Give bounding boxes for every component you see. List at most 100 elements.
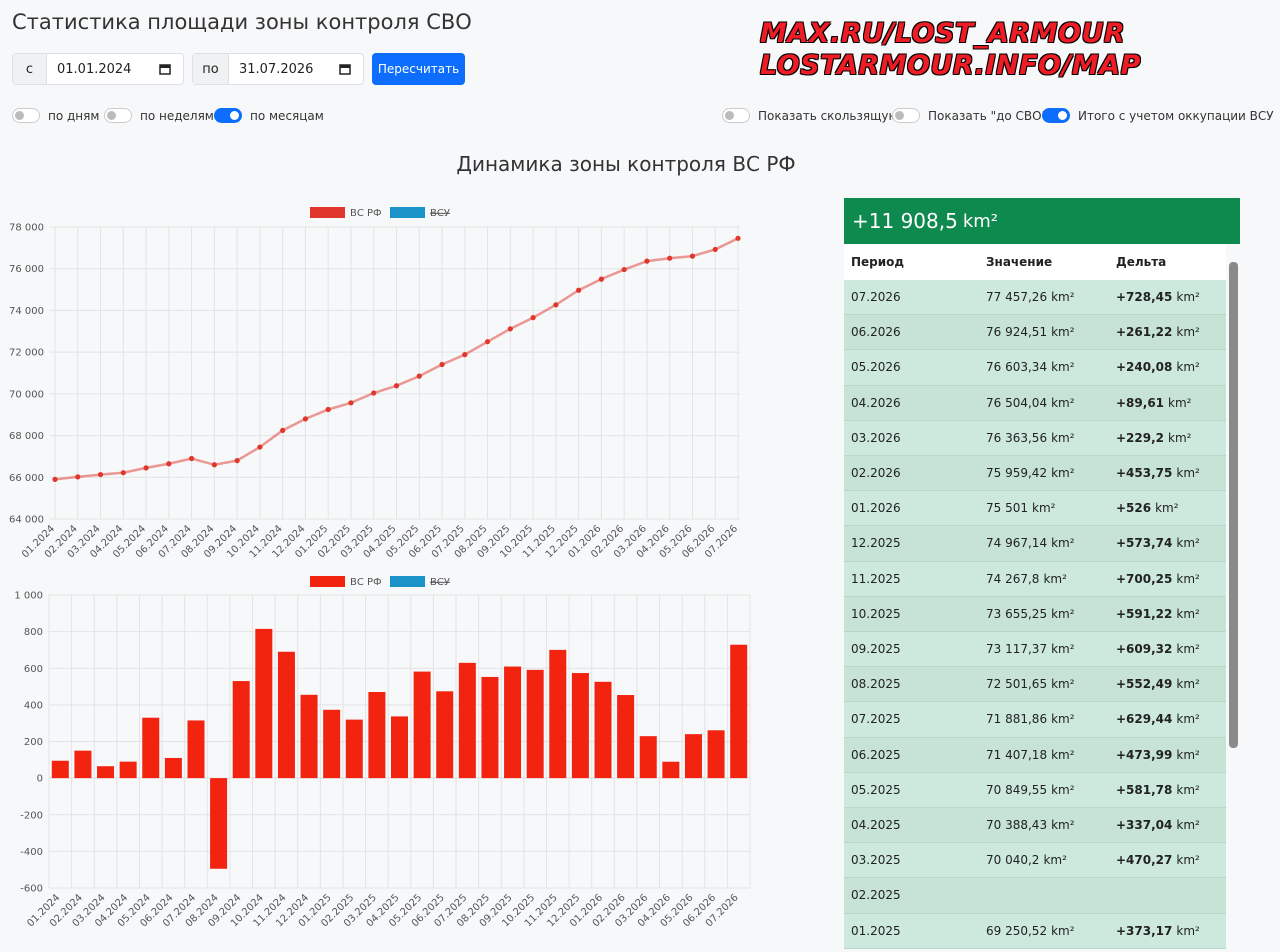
table-cell: 75 501 km²: [986, 491, 1055, 525]
unit: km²: [1176, 325, 1200, 340]
bar: [74, 750, 92, 779]
period: 10.2025: [851, 606, 901, 621]
unit: km²: [1051, 923, 1075, 938]
toggle[interactable]: по неделям: [104, 108, 214, 123]
point: [553, 302, 559, 308]
table-row: 04.2025 70 388,43 km² +337,04 km²: [844, 808, 1226, 844]
unit: km²: [1176, 747, 1200, 762]
point: [166, 461, 172, 467]
table-cell: +728,45 km²: [1116, 280, 1200, 314]
bar: [391, 716, 408, 779]
bar: [164, 757, 182, 779]
unit: km²: [1051, 606, 1075, 621]
bar: [571, 673, 589, 779]
y-tick-label: -400: [20, 847, 43, 858]
y-tick-label: 200: [24, 737, 43, 748]
point: [393, 383, 400, 389]
date-to[interactable]: по 31.07.2026: [192, 53, 364, 85]
delta: +373,17: [1116, 923, 1173, 938]
bar: [142, 717, 160, 779]
period: 11.2025: [851, 571, 901, 586]
bar: [662, 761, 680, 779]
delta: +240,08: [1116, 360, 1173, 375]
toggle-label: Показать "до СВО": [928, 108, 1048, 123]
table-cell: +473,99 km²: [1116, 738, 1200, 772]
table-cell: +609,32 km²: [1116, 632, 1200, 666]
table-row: 08.2025 72 501,65 km² +552,49 km²: [844, 667, 1226, 703]
table-cell: 08.2025: [851, 667, 901, 701]
bar: [368, 692, 386, 779]
recalc-button[interactable]: Пересчитать: [372, 53, 465, 85]
y-tick-label: 1 000: [14, 591, 43, 602]
y-tick-label: 800: [24, 627, 43, 638]
bar: [707, 730, 725, 779]
y-tick-label: 400: [24, 700, 43, 711]
point: [52, 476, 58, 482]
bar: [504, 666, 522, 779]
value: 76 924,51: [986, 325, 1048, 340]
date-from[interactable]: с 01.01.2024: [12, 53, 184, 85]
y-tick-label: 66 000: [9, 473, 44, 484]
point: [371, 390, 377, 396]
point: [143, 465, 149, 471]
table-row: 11.2025 74 267,8 km² +700,25 km²: [844, 561, 1226, 597]
delta: +609,32: [1116, 642, 1173, 657]
table-row: 07.2026 77 457,26 km² +728,45 km²: [844, 280, 1226, 316]
unit: km²: [1051, 712, 1075, 727]
table-row: 10.2025 73 655,25 km² +591,22 km²: [844, 596, 1226, 632]
table-row: 02.2026 75 959,42 km² +453,75 km²: [844, 456, 1226, 492]
point: [530, 315, 536, 321]
unit: km²: [1176, 712, 1200, 727]
table-cell: +229,2 km²: [1116, 421, 1191, 455]
table-row: 12.2025 74 967,14 km² +573,74 km²: [844, 526, 1226, 562]
from-label: с: [13, 54, 47, 84]
switch: [104, 108, 132, 123]
switch: [214, 108, 242, 123]
toggle[interactable]: Показать "до СВО": [892, 108, 1047, 123]
table-row: 03.2026 76 363,56 km² +229,2 km²: [844, 420, 1226, 456]
bar: [594, 681, 612, 779]
bar: [639, 736, 657, 779]
table-cell: 72 501,65 km²: [986, 667, 1075, 701]
y-tick-label: 72 000: [9, 348, 44, 359]
point: [234, 458, 240, 464]
point: [484, 339, 491, 345]
table-cell: +470,27 km²: [1116, 843, 1200, 877]
value: 73 117,37: [986, 642, 1048, 657]
delta: +581,78: [1116, 782, 1173, 797]
table-cell: +591,22 km²: [1116, 597, 1200, 631]
table-cell: 09.2025: [851, 632, 901, 666]
switch: [12, 108, 40, 123]
scrollbar[interactable]: [1229, 262, 1238, 748]
value: 76 504,04: [986, 395, 1048, 410]
unit: km²: [1051, 536, 1075, 551]
unit: km²: [1051, 782, 1075, 797]
toggle[interactable]: по месяцам: [214, 108, 324, 123]
toggle[interactable]: по дням: [12, 108, 99, 123]
table-row: 09.2025 73 117,37 km² +609,32 km²: [844, 632, 1226, 668]
bar: [617, 695, 635, 779]
column-header: Значение: [986, 255, 1053, 269]
y-tick-label: 76 000: [9, 264, 44, 275]
legend-label: ВС РФ: [350, 577, 382, 588]
point: [439, 361, 445, 368]
watermark: LOSTARMOUR.INFO/MAP: [760, 50, 1141, 81]
point: [576, 287, 582, 293]
value: 73 655,25: [986, 606, 1048, 621]
table-cell: 75 959,42 km²: [986, 456, 1075, 490]
period: 06.2026: [851, 325, 901, 340]
table-row: 01.2025 69 250,52 km² +373,17 km²: [844, 913, 1226, 949]
value: 69 250,52: [986, 923, 1048, 938]
unit: km²: [1051, 818, 1075, 833]
summary-unit: km²: [962, 210, 999, 232]
legend-label: ВСУ: [430, 577, 450, 588]
unit: km²: [1051, 677, 1075, 692]
value: 70 388,43: [986, 818, 1048, 833]
to-date: 31.07.2026: [239, 61, 314, 77]
bar: [481, 676, 499, 779]
toggle[interactable]: Показать скользящую: [722, 108, 899, 123]
toggle[interactable]: Итого с учетом оккупации ВСУ: [1042, 108, 1274, 123]
point: [257, 444, 263, 450]
y-tick-label: 70 000: [9, 389, 44, 400]
delta: +261,22: [1116, 325, 1173, 340]
